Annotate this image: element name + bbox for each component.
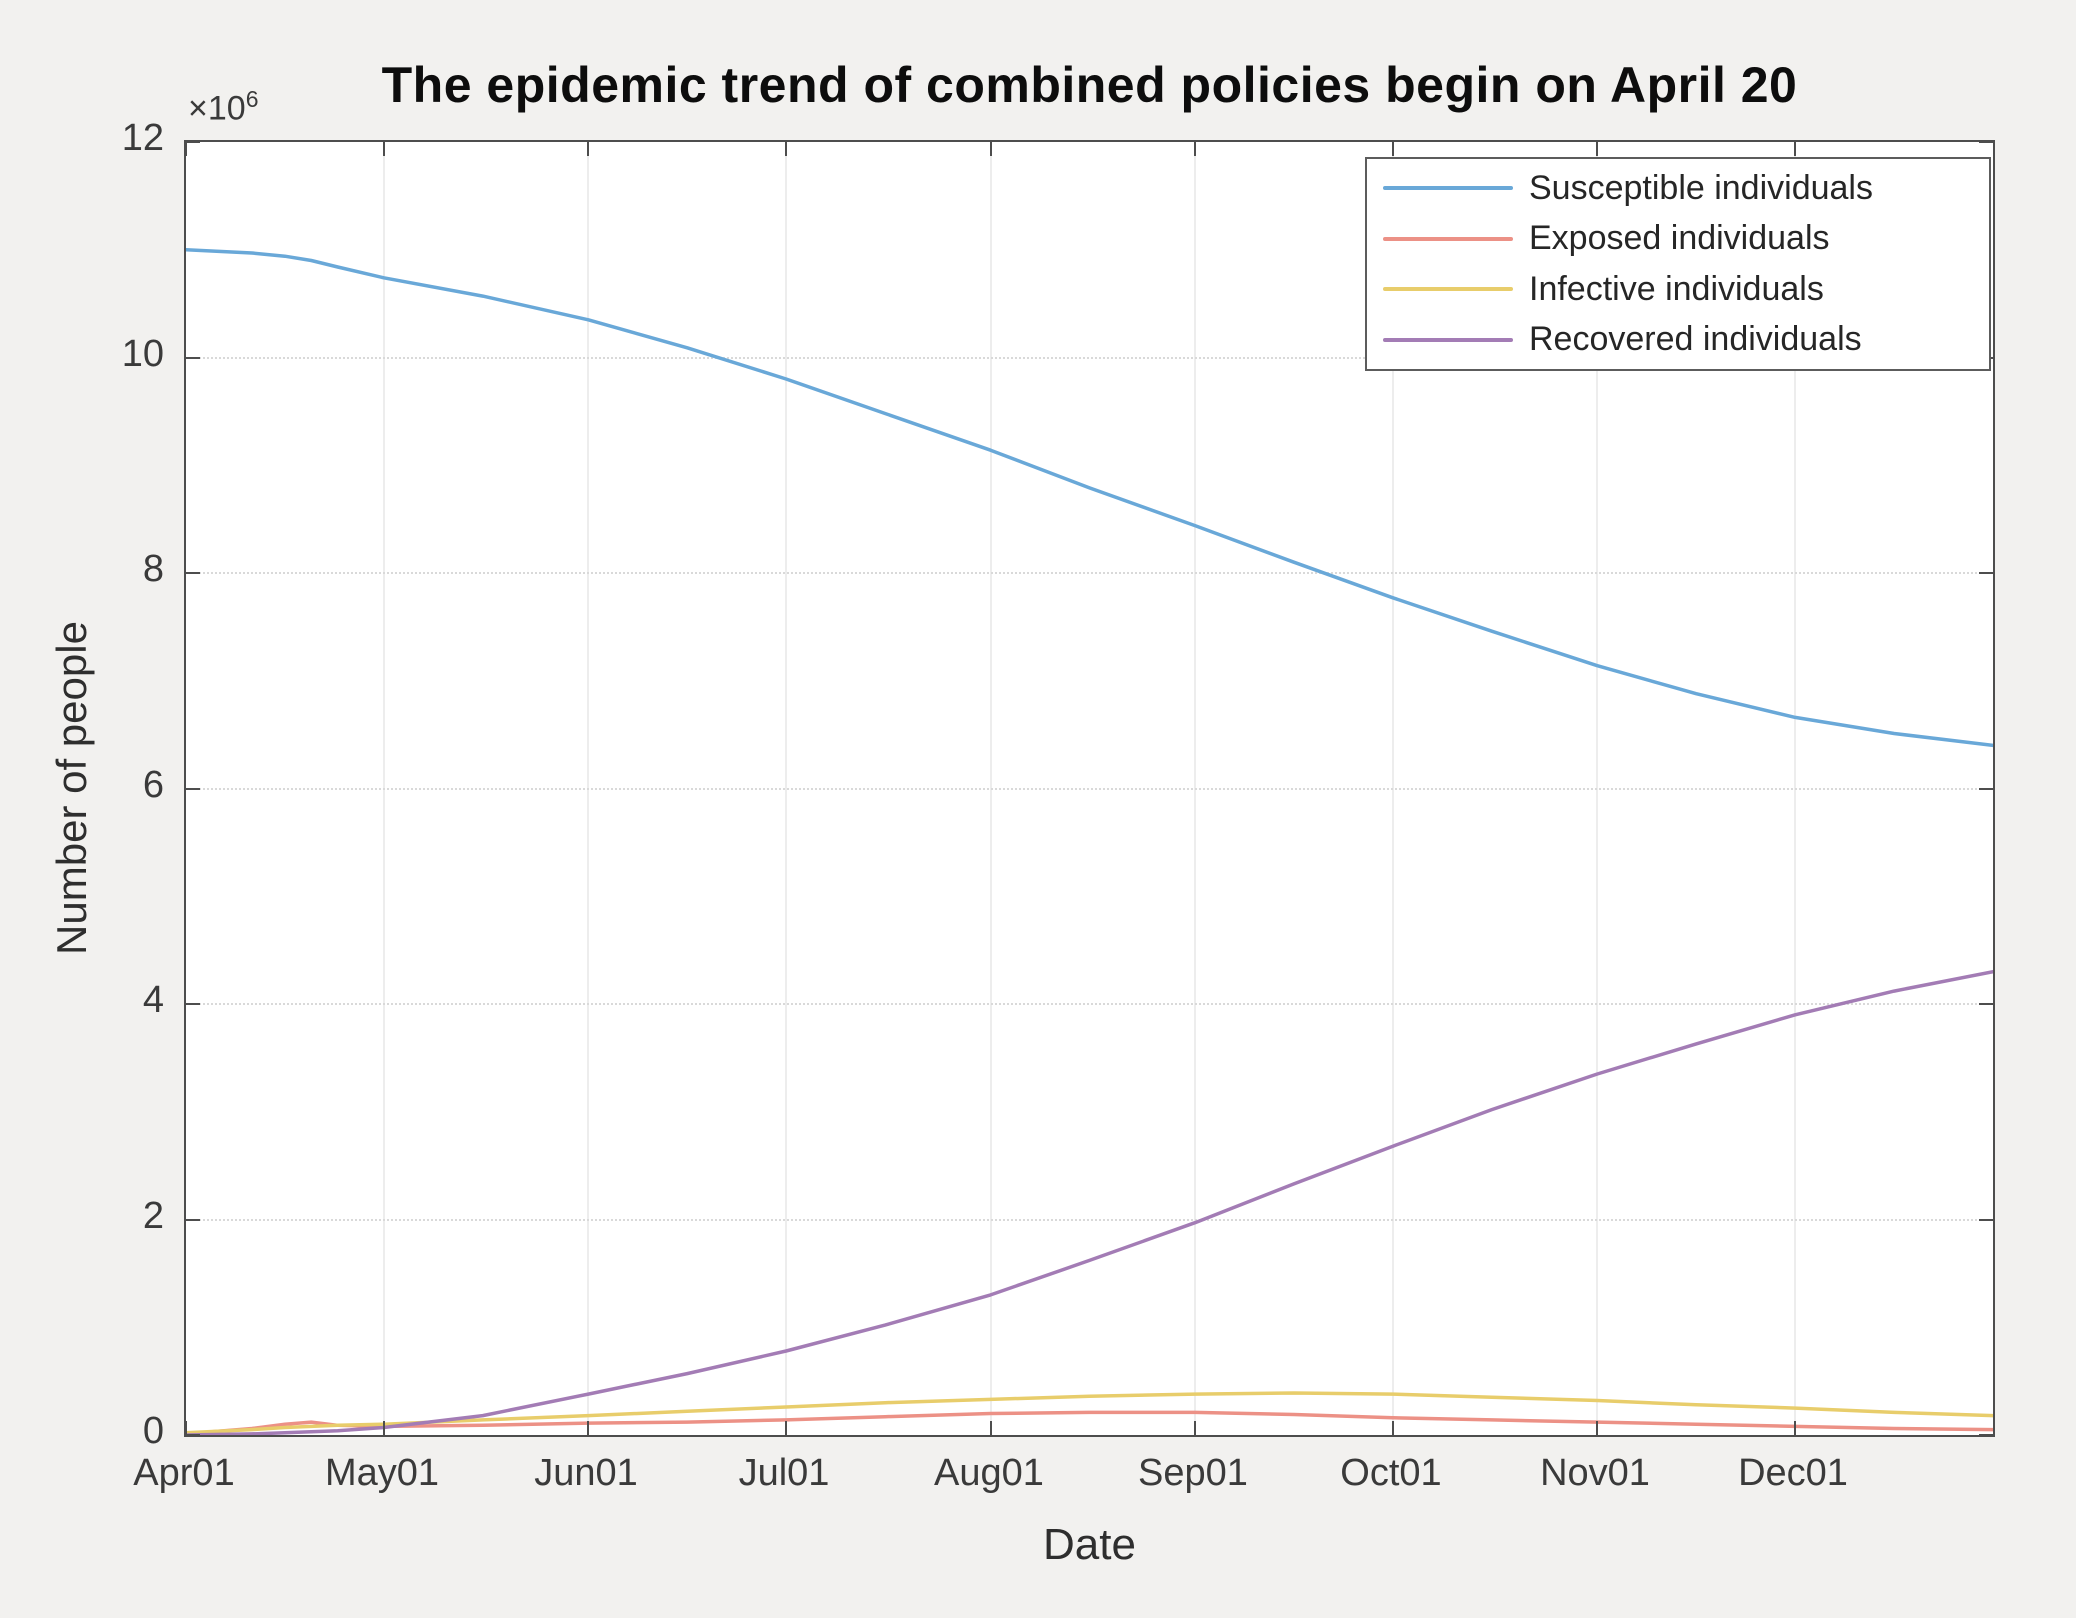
y-tick-mark-right	[1979, 141, 1993, 143]
series-line-recovered	[186, 969, 1993, 1435]
y-tick-mark-right	[1979, 1434, 1993, 1436]
x-tick-mark	[1194, 1421, 1196, 1435]
x-tick-mark-top	[185, 142, 187, 156]
y-tick-mark	[186, 788, 200, 790]
grid-layer	[186, 142, 1993, 1435]
x-tick-mark-top	[1392, 142, 1394, 156]
x-tick-label: Jun01	[534, 1452, 638, 1494]
y-gridline	[186, 1003, 1993, 1005]
y-tick-mark	[186, 1434, 200, 1436]
y-gridline	[186, 1219, 1993, 1221]
y-scale-exponent: 6	[245, 86, 259, 112]
legend-label: Recovered individuals	[1529, 320, 1862, 359]
x-tick-mark	[990, 1421, 992, 1435]
x-tick-label: Dec01	[1738, 1452, 1848, 1494]
y-tick-mark	[186, 141, 200, 143]
y-tick-label: 6	[142, 764, 164, 806]
infective-line-swatch	[1383, 287, 1513, 292]
legend: Susceptible individuals Exposed individu…	[1365, 157, 1991, 371]
x-tick-mark-top	[1794, 142, 1796, 156]
y-tick-mark-right	[1979, 1219, 1993, 1221]
y-tick-label: 2	[142, 1195, 164, 1237]
y-tick-label: 12	[121, 117, 164, 159]
x-tick-mark	[587, 1421, 589, 1435]
x-tick-label: Jul01	[738, 1452, 830, 1494]
x-tick-label: Oct01	[1340, 1452, 1442, 1494]
legend-label: Exposed individuals	[1529, 219, 1830, 258]
legend-item-infective: Infective individuals	[1383, 264, 1989, 315]
tick-layer	[185, 141, 1993, 1436]
y-tick-label: 10	[121, 333, 164, 375]
y-tick-label: 0	[142, 1410, 164, 1452]
y-scale-base: ×10	[188, 89, 246, 128]
x-tick-mark	[785, 1421, 787, 1435]
x-tick-mark-top	[1596, 142, 1598, 156]
legend-item-susceptible: Susceptible individuals	[1383, 163, 1989, 214]
x-tick-label: Aug01	[934, 1452, 1044, 1494]
x-tick-mark	[1794, 1421, 1796, 1435]
y-axis-scale-multiplier: ×106	[188, 86, 258, 128]
x-tick-mark	[383, 1421, 385, 1435]
legend-item-recovered: Recovered individuals	[1383, 315, 1989, 366]
y-gridline	[186, 788, 1993, 790]
x-axis-label: Date	[1043, 1520, 1136, 1569]
series-line-infective	[186, 1391, 1993, 1435]
x-tick-mark-top	[587, 142, 589, 156]
x-tick-label: Apr01	[133, 1452, 235, 1494]
y-tick-mark-right	[1979, 572, 1993, 574]
x-tick-label: Nov01	[1540, 1452, 1650, 1494]
series-line-susceptible	[186, 248, 1993, 748]
legend-label: Infective individuals	[1529, 269, 1824, 308]
x-tick-mark-top	[785, 142, 787, 156]
x-tick-mark-top	[990, 142, 992, 156]
y-tick-label: 4	[142, 979, 164, 1021]
y-gridline	[186, 357, 1993, 359]
x-tick-mark-top	[383, 142, 385, 156]
y-gridline	[186, 572, 1993, 574]
legend-label: Susceptible individuals	[1529, 168, 1873, 207]
legend-item-exposed: Exposed individuals	[1383, 214, 1989, 265]
x-tick-mark	[185, 1421, 187, 1435]
x-tick-mark	[1596, 1421, 1598, 1435]
recovered-line-swatch	[1383, 337, 1513, 342]
x-tick-mark-top	[1194, 142, 1196, 156]
chart-title: The epidemic trend of combined policies …	[381, 57, 1798, 113]
y-tick-mark-right	[1979, 1003, 1993, 1005]
y-tick-mark	[186, 357, 200, 359]
y-tick-mark-right	[1979, 788, 1993, 790]
y-tick-mark	[186, 1219, 200, 1221]
exposed-line-swatch	[1383, 236, 1513, 241]
y-tick-mark	[186, 1003, 200, 1005]
series-lines	[186, 248, 1993, 1435]
x-tick-mark	[1392, 1421, 1394, 1435]
y-tick-label: 8	[142, 548, 164, 590]
series-line-exposed	[186, 1410, 1993, 1435]
susceptible-line-swatch	[1383, 186, 1513, 191]
y-tick-mark	[186, 572, 200, 574]
x-tick-label: Sep01	[1138, 1452, 1248, 1494]
x-tick-label: May01	[324, 1452, 440, 1494]
